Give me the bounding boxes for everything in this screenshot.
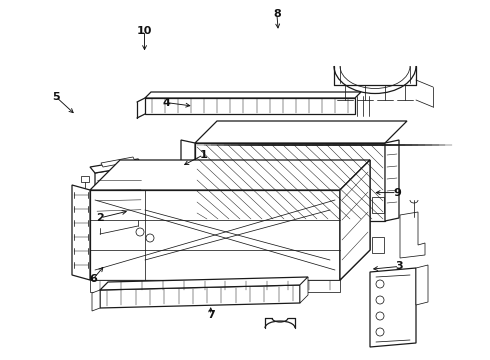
- Text: 8: 8: [273, 9, 281, 19]
- Text: 3: 3: [395, 261, 403, 271]
- Polygon shape: [340, 160, 370, 280]
- Polygon shape: [72, 185, 90, 280]
- Polygon shape: [101, 157, 135, 167]
- Text: 10: 10: [137, 26, 152, 36]
- Polygon shape: [370, 268, 416, 347]
- Polygon shape: [195, 121, 407, 143]
- Text: 2: 2: [97, 213, 104, 223]
- Polygon shape: [90, 160, 370, 190]
- Text: 4: 4: [163, 98, 171, 108]
- Polygon shape: [92, 290, 100, 311]
- Bar: [372, 197, 384, 213]
- Text: 5: 5: [52, 92, 60, 102]
- Bar: [81, 176, 89, 182]
- Polygon shape: [181, 140, 195, 221]
- Polygon shape: [300, 277, 308, 303]
- Polygon shape: [90, 159, 143, 173]
- Polygon shape: [90, 190, 340, 280]
- Text: 1: 1: [199, 150, 207, 160]
- Polygon shape: [385, 140, 399, 221]
- Text: 6: 6: [89, 274, 97, 284]
- Polygon shape: [340, 160, 370, 280]
- Polygon shape: [90, 280, 340, 292]
- Polygon shape: [195, 143, 385, 221]
- Polygon shape: [416, 265, 428, 305]
- Polygon shape: [100, 285, 300, 308]
- Text: 9: 9: [393, 188, 401, 198]
- Bar: [372, 237, 384, 253]
- Polygon shape: [400, 212, 425, 258]
- Polygon shape: [145, 92, 361, 98]
- Polygon shape: [100, 277, 308, 290]
- Polygon shape: [145, 98, 355, 114]
- Text: 7: 7: [207, 310, 215, 320]
- Polygon shape: [95, 165, 143, 228]
